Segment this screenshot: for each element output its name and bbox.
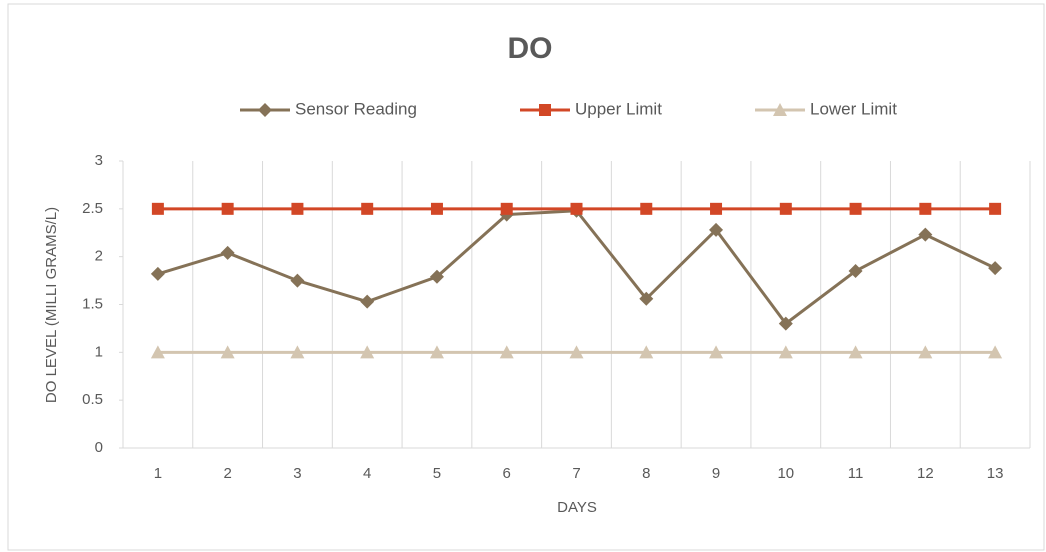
data-point xyxy=(709,222,724,237)
x-tick-label: 2 xyxy=(223,465,231,482)
data-point xyxy=(848,345,863,359)
x-tick-label: 8 xyxy=(642,465,650,482)
data-point xyxy=(360,294,375,309)
data-point xyxy=(988,345,1003,359)
data-point xyxy=(779,202,792,215)
x-tick-label: 4 xyxy=(363,465,371,482)
x-axis-label: DAYS xyxy=(557,499,597,516)
data-point xyxy=(500,202,513,215)
data-point xyxy=(360,345,375,359)
legend-label: Sensor Reading xyxy=(295,99,417,118)
data-point xyxy=(151,202,164,215)
data-point xyxy=(849,202,862,215)
x-tick-label: 6 xyxy=(503,465,511,482)
data-point xyxy=(290,345,305,359)
data-point xyxy=(778,345,793,359)
x-tick-label: 11 xyxy=(848,465,864,482)
chart-frame xyxy=(7,3,1045,551)
y-axis-label: DO LEVEL (MILLI GRAMS/L) xyxy=(43,207,60,403)
legend-marker xyxy=(773,103,787,116)
data-point xyxy=(429,269,444,284)
data-point xyxy=(709,345,724,359)
data-point xyxy=(639,345,654,359)
data-point xyxy=(150,345,165,359)
data-point xyxy=(290,273,305,288)
data-point xyxy=(710,202,723,215)
data-point xyxy=(640,202,653,215)
data-point xyxy=(361,202,374,215)
data-point xyxy=(220,245,235,260)
data-point xyxy=(919,202,932,215)
data-point xyxy=(569,345,584,359)
x-tick-label: 10 xyxy=(777,465,794,482)
x-tick-label: 9 xyxy=(712,465,720,482)
x-tick-label: 12 xyxy=(917,465,934,482)
data-point xyxy=(220,345,235,359)
y-tick-label: 1 xyxy=(95,343,103,360)
chart-title: DO xyxy=(508,32,553,65)
legend-marker xyxy=(539,104,551,116)
x-tick-label: 7 xyxy=(572,465,580,482)
y-tick-label: 2 xyxy=(95,248,103,265)
legend-label: Lower Limit xyxy=(810,99,897,118)
x-tick-label: 3 xyxy=(293,465,301,482)
data-point xyxy=(988,261,1003,276)
legend-marker xyxy=(258,103,272,117)
y-tick-label: 3 xyxy=(95,152,103,169)
data-point xyxy=(989,202,1002,215)
data-point xyxy=(430,202,443,215)
x-tick-label: 5 xyxy=(433,465,441,482)
y-tick-label: 2.5 xyxy=(82,200,103,217)
legend-label: Upper Limit xyxy=(575,99,662,118)
x-tick-label: 1 xyxy=(154,465,162,482)
data-point xyxy=(918,345,933,359)
x-tick-label: 13 xyxy=(987,465,1004,482)
data-point xyxy=(639,291,654,306)
y-tick-label: 1.5 xyxy=(82,295,103,312)
data-point xyxy=(291,202,304,215)
data-point xyxy=(429,345,444,359)
y-tick-label: 0 xyxy=(95,439,103,456)
data-point xyxy=(778,316,793,331)
y-tick-label: 0.5 xyxy=(82,391,103,408)
data-point xyxy=(570,202,583,215)
data-point xyxy=(150,266,165,281)
data-point xyxy=(848,264,863,279)
data-point xyxy=(221,202,234,215)
data-point xyxy=(918,227,933,242)
data-point xyxy=(499,345,514,359)
